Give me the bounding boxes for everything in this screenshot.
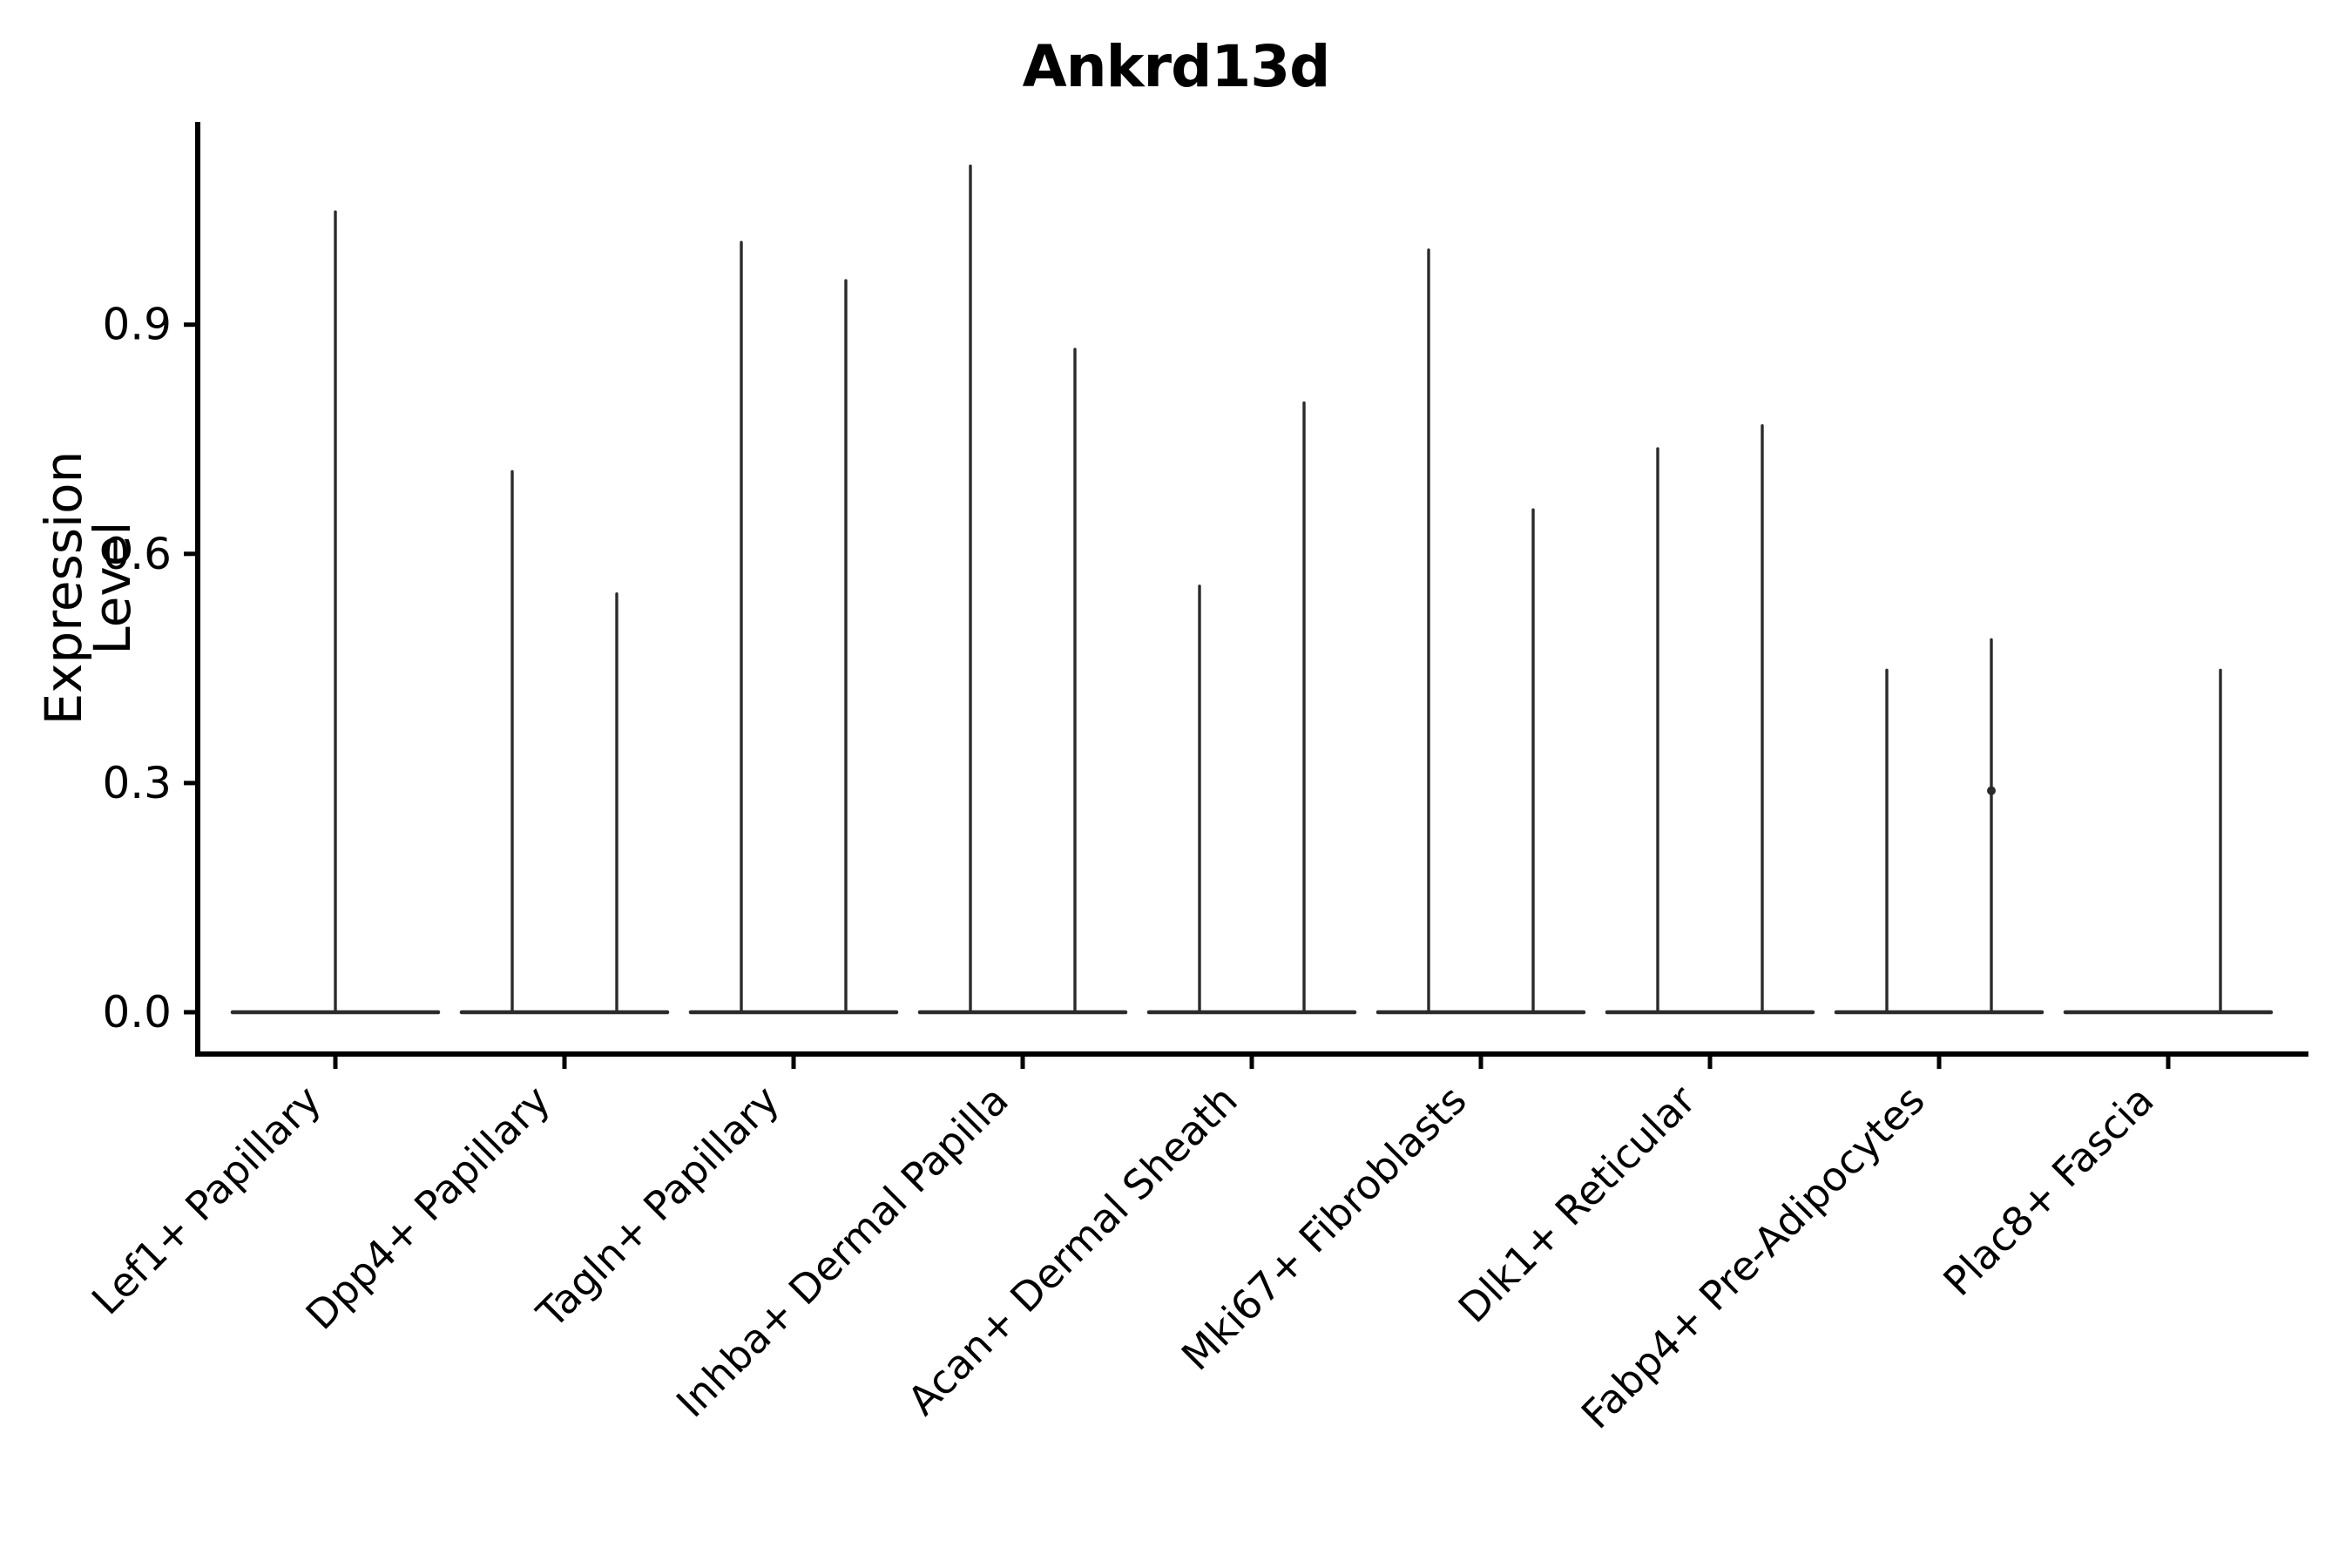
violin-jitter-point xyxy=(1987,786,1996,795)
x-tick-label: Tagln+ Papillary xyxy=(527,1077,788,1338)
x-tick-label: Lef1+ Papillary xyxy=(83,1077,330,1324)
y-tick-label: 0.0 xyxy=(102,987,172,1037)
y-tick-label: 0.6 xyxy=(102,529,172,579)
chart-title: Ankrd13d xyxy=(1022,33,1331,100)
y-tick-label: 0.9 xyxy=(102,300,172,350)
x-tick-label: Dlk1+ Reticular xyxy=(1450,1077,1705,1332)
x-tick-label: Plac8+ Fascia xyxy=(1934,1077,2162,1305)
x-tick-label: Dpp4+ Papillary xyxy=(297,1077,559,1339)
y-tick-label: 0.3 xyxy=(102,758,172,808)
